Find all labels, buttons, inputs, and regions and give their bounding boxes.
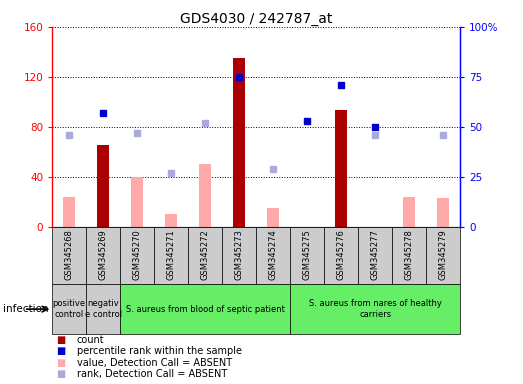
Text: GSM345275: GSM345275 — [303, 230, 312, 280]
Text: ■: ■ — [56, 358, 65, 368]
Bar — [290, 284, 460, 334]
Bar — [131, 177, 143, 227]
Bar — [290, 227, 324, 284]
Bar — [437, 198, 449, 227]
Bar — [86, 284, 120, 334]
Text: infection: infection — [3, 304, 48, 314]
Text: rank, Detection Call = ABSENT: rank, Detection Call = ABSENT — [77, 369, 227, 379]
Bar — [358, 227, 392, 284]
Text: percentile rank within the sample: percentile rank within the sample — [77, 346, 242, 356]
Text: GSM345268: GSM345268 — [65, 230, 74, 280]
Bar — [120, 227, 154, 284]
Text: GSM345278: GSM345278 — [405, 230, 414, 280]
Bar — [233, 58, 245, 227]
Text: GSM345276: GSM345276 — [337, 230, 346, 280]
Bar — [392, 227, 426, 284]
Text: GSM345274: GSM345274 — [269, 230, 278, 280]
Bar — [324, 227, 358, 284]
Text: GSM345270: GSM345270 — [133, 230, 142, 280]
Text: ■: ■ — [56, 369, 65, 379]
Text: ■: ■ — [56, 335, 65, 345]
Text: GSM345279: GSM345279 — [439, 230, 448, 280]
Bar — [222, 227, 256, 284]
Text: GSM345271: GSM345271 — [167, 230, 176, 280]
Text: GSM345272: GSM345272 — [201, 230, 210, 280]
Bar — [52, 284, 86, 334]
Text: count: count — [77, 335, 105, 345]
Bar — [52, 227, 86, 284]
Bar — [165, 214, 177, 227]
Bar — [335, 111, 347, 227]
Bar — [403, 197, 415, 227]
Title: GDS4030 / 242787_at: GDS4030 / 242787_at — [180, 12, 333, 26]
Bar — [188, 227, 222, 284]
Text: positive
control: positive control — [53, 300, 86, 319]
Text: GSM345273: GSM345273 — [235, 230, 244, 280]
Text: S. aureus from nares of healthy
carriers: S. aureus from nares of healthy carriers — [309, 300, 442, 319]
Text: ■: ■ — [56, 346, 65, 356]
Text: negativ
e control: negativ e control — [85, 300, 122, 319]
Text: value, Detection Call = ABSENT: value, Detection Call = ABSENT — [77, 358, 232, 368]
Text: GSM345269: GSM345269 — [99, 230, 108, 280]
Bar — [86, 227, 120, 284]
Bar — [120, 284, 290, 334]
Bar — [256, 227, 290, 284]
Text: S. aureus from blood of septic patient: S. aureus from blood of septic patient — [126, 305, 285, 314]
Bar — [97, 146, 109, 227]
Bar — [63, 197, 75, 227]
Bar — [154, 227, 188, 284]
Bar — [199, 164, 211, 227]
Bar — [267, 208, 279, 227]
Bar — [426, 227, 460, 284]
Text: GSM345277: GSM345277 — [371, 230, 380, 280]
